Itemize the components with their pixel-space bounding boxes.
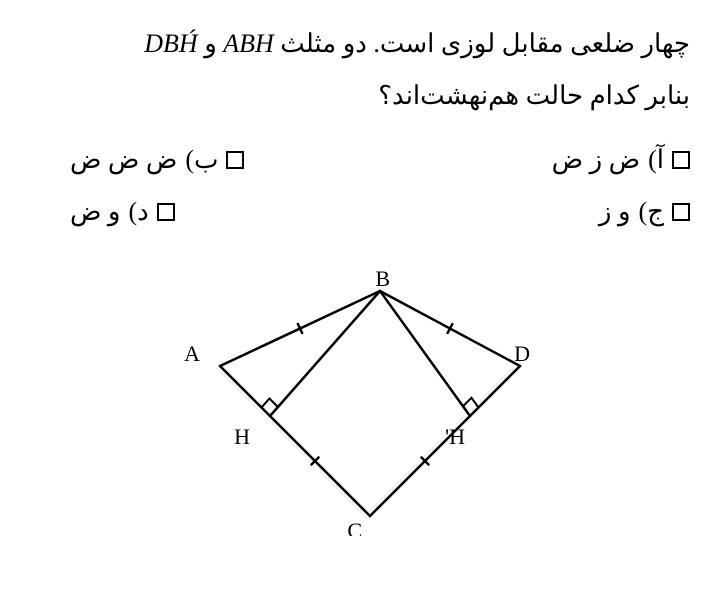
option-label: د) xyxy=(129,186,149,238)
option-text: ض ز ض xyxy=(552,134,640,186)
option-b[interactable]: ب) ض ض ض xyxy=(70,134,244,186)
option-label: ب) xyxy=(185,134,218,186)
option-c[interactable]: ج) و ز xyxy=(599,186,690,238)
math-abh: ABH xyxy=(223,18,274,70)
options-row-1: آ) ض ز ض ب) ض ض ض xyxy=(30,134,690,186)
svg-text:B: B xyxy=(375,266,390,291)
option-a[interactable]: آ) ض ز ض xyxy=(552,134,690,186)
svg-text:D: D xyxy=(514,341,530,366)
svg-text:A: A xyxy=(184,341,200,366)
option-d[interactable]: د) و ض xyxy=(70,186,175,238)
q-text-pre: چهار ضلعی مقابل لوزی است. دو مثلث xyxy=(274,29,690,58)
option-text: و ز xyxy=(599,186,631,238)
q-text-mid: و xyxy=(198,29,217,58)
option-text: ض ض ض xyxy=(70,134,177,186)
checkbox-icon xyxy=(157,203,175,221)
diagram-container: A B D C H H' xyxy=(30,256,690,536)
question-line-1: چهار ضلعی مقابل لوزی است. دو مثلث ABH و … xyxy=(30,18,690,70)
svg-text:H: H xyxy=(234,424,250,449)
svg-text:H': H' xyxy=(445,424,465,449)
checkbox-icon xyxy=(226,151,244,169)
checkbox-icon xyxy=(672,151,690,169)
option-label: آ) xyxy=(648,134,664,186)
option-label: ج) xyxy=(639,186,664,238)
rhombus-diagram: A B D C H H' xyxy=(160,256,560,536)
question-line-2: بنابر کدام حالت هم‌نهشت‌اند؟ xyxy=(30,70,690,122)
svg-text:C: C xyxy=(347,518,362,536)
math-dbh: DBH́ xyxy=(144,18,197,70)
option-text: و ض xyxy=(70,186,121,238)
checkbox-icon xyxy=(672,203,690,221)
options-row-2: ج) و ز د) و ض xyxy=(30,186,690,238)
